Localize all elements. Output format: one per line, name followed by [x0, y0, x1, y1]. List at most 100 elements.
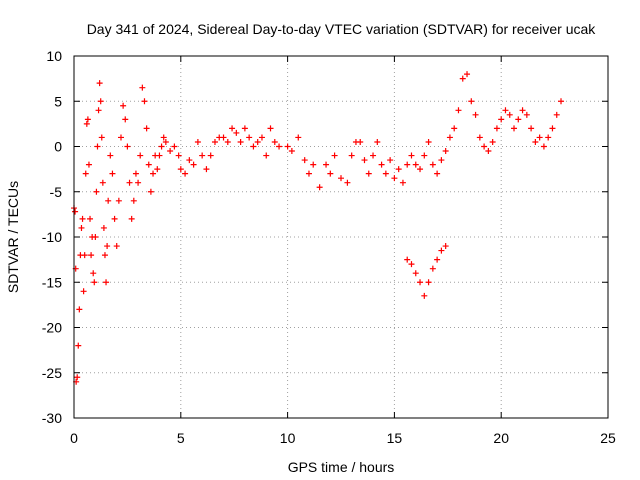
data-point [120, 102, 127, 109]
data-point [141, 98, 148, 105]
data-point [78, 224, 85, 231]
data-point [211, 138, 218, 145]
data-point [246, 134, 253, 141]
y-axis-label: SDTVAR / TECUs [5, 181, 21, 293]
data-point [515, 116, 522, 123]
x-tick-label: 15 [387, 430, 403, 446]
data-point [305, 170, 312, 177]
data-point [92, 234, 99, 240]
data-point [100, 224, 107, 231]
data-point [442, 148, 449, 155]
data-point [455, 107, 462, 114]
data-point [220, 134, 227, 141]
data-point [224, 138, 231, 145]
data-point [493, 125, 500, 132]
data-point [391, 175, 398, 182]
data-point [203, 166, 210, 173]
data-point [271, 138, 278, 145]
data-point [408, 152, 415, 159]
data-point [446, 134, 453, 141]
x-tick-label: 5 [177, 430, 185, 446]
data-point [109, 170, 116, 177]
x-tick-labels: 0 5 10 15 20 25 [70, 430, 616, 446]
data-point [540, 143, 547, 150]
data-point [331, 152, 338, 159]
x-tick-label: 20 [493, 430, 509, 446]
data-point [154, 166, 161, 173]
data-point [357, 138, 364, 145]
data-point [528, 125, 535, 132]
data-point [485, 148, 492, 155]
data-point [417, 166, 424, 173]
data-point [175, 152, 182, 159]
data-point [93, 188, 100, 195]
data-point [310, 161, 317, 168]
data-point [429, 265, 436, 272]
data-point [171, 143, 178, 150]
data-point [316, 184, 323, 191]
data-point [177, 166, 184, 173]
y-tick-label: -15 [42, 274, 62, 290]
data-point [82, 170, 89, 177]
data-point [267, 125, 274, 132]
data-point [425, 138, 432, 145]
y-tick-label: -30 [42, 410, 62, 426]
data-point [442, 243, 449, 250]
y-tick-labels: -30 -25 -20 -15 -10 -5 0 5 10 [42, 48, 62, 426]
data-point [301, 157, 308, 164]
data-point [150, 170, 157, 177]
data-point [107, 152, 114, 159]
data-point [417, 279, 424, 286]
data-point [156, 152, 163, 159]
data-point [408, 261, 415, 268]
data-point [190, 161, 197, 168]
y-tick-label: -10 [42, 229, 62, 245]
data-point [338, 175, 344, 182]
data-point [451, 125, 458, 132]
data-point [434, 256, 441, 263]
data-point [536, 134, 543, 141]
data-point [80, 288, 87, 295]
data-point [122, 116, 129, 123]
data-point [532, 138, 539, 145]
data-point [137, 152, 144, 159]
data-point [128, 215, 135, 222]
data-point [98, 134, 105, 141]
data-point [399, 179, 406, 186]
data-point [412, 270, 419, 277]
data-point [237, 138, 244, 145]
data-point [472, 111, 479, 118]
y-tick-label: -20 [42, 320, 62, 336]
data-point [263, 152, 270, 159]
data-point [404, 256, 411, 263]
data-point [101, 252, 108, 259]
data-point [88, 252, 95, 259]
data-point [459, 75, 466, 82]
data-point [81, 252, 88, 259]
data-point [158, 143, 165, 150]
data-point [395, 166, 402, 173]
data-point [186, 157, 193, 164]
data-point [250, 143, 257, 150]
data-point [160, 134, 167, 141]
data-point [199, 152, 206, 159]
data-point [429, 161, 436, 168]
data-point [438, 157, 445, 164]
data-point [94, 143, 101, 150]
data-point [76, 306, 83, 313]
data-point [489, 138, 496, 145]
data-point [348, 152, 355, 159]
y-tick-label: 5 [54, 93, 62, 109]
x-axis-label: GPS time / hours [288, 459, 395, 475]
data-point [113, 243, 120, 250]
data-point [553, 111, 560, 118]
data-point [382, 170, 389, 177]
data-point [145, 161, 152, 168]
ticks [73, 55, 609, 419]
data-point [194, 138, 201, 145]
data-point [498, 116, 505, 123]
data-point [87, 215, 94, 222]
data-point [464, 71, 471, 78]
data-point [295, 134, 302, 141]
